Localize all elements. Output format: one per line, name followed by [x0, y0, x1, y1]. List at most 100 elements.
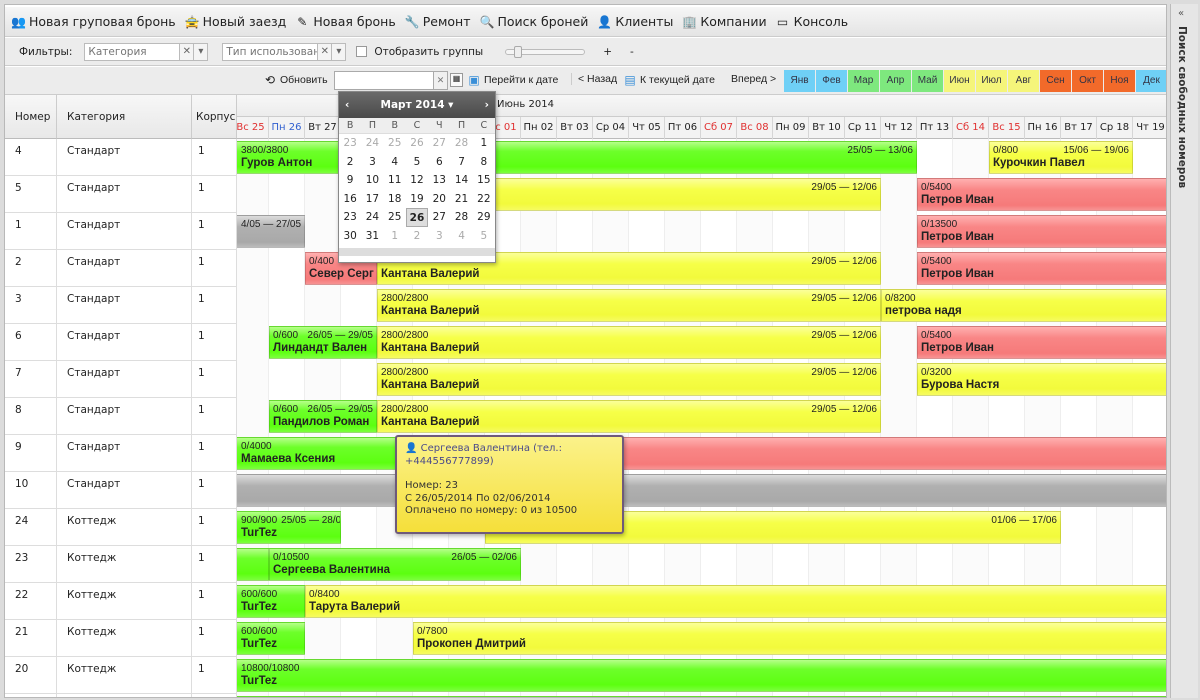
month-button-8[interactable]: Сен	[1040, 70, 1071, 92]
calendar-day[interactable]: 26	[410, 137, 424, 149]
calendar-day[interactable]: 2	[413, 229, 421, 242]
day-cell[interactable]	[1097, 694, 1133, 697]
clear-icon[interactable]: ✕	[180, 42, 195, 61]
category-input[interactable]	[84, 42, 181, 61]
day-cell[interactable]	[629, 694, 665, 697]
day-cell[interactable]	[593, 694, 629, 697]
day-cell[interactable]	[881, 398, 917, 435]
calendar-day[interactable]: 24	[365, 137, 380, 149]
calendar-day[interactable]: 7	[458, 155, 465, 168]
day-cell[interactable]	[881, 250, 917, 287]
day-cell[interactable]	[953, 139, 989, 176]
calendar-day[interactable]: 29	[477, 211, 491, 223]
room-row[interactable]: 24 Коттедж 1	[5, 509, 237, 546]
zoom-in-button[interactable]: +	[603, 45, 613, 58]
goto-date-button[interactable]: ▣ Перейти к дате	[467, 73, 558, 87]
day-cell[interactable]	[269, 250, 305, 287]
day-cell[interactable]	[881, 361, 917, 398]
day-cell[interactable]	[953, 546, 989, 583]
calendar-day[interactable]: 5	[413, 155, 421, 168]
clear-icon[interactable]: ✕	[318, 42, 333, 61]
room-row[interactable]: 20 Коттедж 1	[5, 657, 237, 694]
calendar-day[interactable]: 26	[405, 208, 429, 227]
day-cell[interactable]	[305, 287, 341, 324]
day-cell[interactable]	[1061, 398, 1097, 435]
day-cell[interactable]	[1133, 546, 1166, 583]
day-cell[interactable]	[773, 546, 809, 583]
calendar-day[interactable]: 3	[435, 229, 443, 242]
day-cell[interactable]	[1025, 694, 1061, 697]
calendar-day[interactable]: 8	[480, 155, 488, 168]
usage-type-input[interactable]	[222, 42, 319, 61]
day-cell[interactable]	[953, 694, 989, 697]
day-cell[interactable]	[665, 213, 701, 250]
month-button-3[interactable]: Апр	[880, 70, 911, 92]
day-cell[interactable]	[269, 694, 305, 697]
room-row[interactable]: 8 Стандарт 1	[5, 398, 237, 435]
booking-bar[interactable]: 600/600 TurTez	[237, 585, 305, 618]
calendar-day[interactable]: 28	[454, 137, 469, 149]
month-button-2[interactable]: Мар	[848, 70, 879, 92]
day-cell[interactable]	[341, 620, 377, 657]
clear-icon[interactable]: ✕	[434, 71, 448, 90]
menu-item-3[interactable]: 🔧 Ремонт	[405, 14, 471, 29]
day-cell[interactable]	[593, 546, 629, 583]
room-row[interactable]: 2 Стандарт 1	[5, 250, 237, 287]
room-row[interactable]: 1 Стандарт 1	[5, 213, 237, 250]
calendar-day[interactable]: 17	[365, 192, 380, 205]
booking-bar[interactable]: 0/8400 Тарута Валерий	[305, 585, 1166, 618]
day-cell[interactable]	[413, 694, 449, 697]
booking-bar[interactable]: 900/900 25/05 — 28/05 TurTez	[237, 511, 341, 544]
calendar-day[interactable]: 25	[388, 137, 402, 149]
room-row[interactable]: 7 Стандарт 1	[5, 361, 237, 398]
room-row[interactable]: 23 Коттедж 1	[5, 546, 237, 583]
calendar-day[interactable]: 22	[477, 192, 491, 205]
month-button-6[interactable]: Июл	[976, 70, 1007, 92]
day-cell[interactable]	[845, 546, 881, 583]
day-cell[interactable]	[521, 546, 557, 583]
booking-bar[interactable]: 0/5400 Петров Иван	[917, 252, 1166, 285]
day-cell[interactable]	[1025, 546, 1061, 583]
calendar-day[interactable]: 27	[432, 137, 446, 149]
day-cell[interactable]	[1061, 694, 1097, 697]
day-cell[interactable]	[557, 694, 593, 697]
day-cell[interactable]	[701, 694, 737, 697]
menu-item-4[interactable]: 🔍 Поиск броней	[479, 14, 588, 29]
room-row[interactable]: 4 Стандарт 1	[5, 139, 237, 176]
booking-bar[interactable]: 0/8200 петрова надя	[881, 289, 1166, 322]
day-cell[interactable]	[665, 546, 701, 583]
day-cell[interactable]	[953, 398, 989, 435]
booking-bar[interactable]: 2800/2800 29/05 — 12/06 Кантана Валерий	[377, 400, 881, 433]
calendar-day[interactable]: 19	[410, 192, 424, 205]
day-cell[interactable]	[305, 361, 341, 398]
booking-bar[interactable]: 0/800 15/06 — 19/06 Курочкин Павел	[989, 141, 1133, 174]
booking-bar[interactable]: 10800/10800	[237, 696, 1166, 697]
calendar-day[interactable]: 11	[388, 174, 402, 186]
booking-bar[interactable]: 2800/2800 29/05 — 12/06 Кантана Валерий	[377, 363, 881, 396]
calendar-day[interactable]: 24	[365, 211, 380, 223]
calendar-day[interactable]: 23	[343, 137, 357, 149]
free-rooms-search-panel[interactable]: « Поиск свободных номеров	[1170, 4, 1198, 698]
day-cell[interactable]	[881, 176, 917, 213]
slider-handle[interactable]	[514, 45, 523, 58]
day-cell[interactable]	[1061, 546, 1097, 583]
calendar-day[interactable]: 5	[480, 229, 488, 242]
menu-item-7[interactable]: ▭ Консоль	[776, 14, 848, 29]
month-button-5[interactable]: Июн	[944, 70, 975, 92]
day-cell[interactable]	[237, 694, 269, 697]
day-cell[interactable]	[485, 694, 521, 697]
booking-bar[interactable]: 2800/2800 29/05 — 12/06 Кантана Валерий	[377, 326, 881, 359]
day-cell[interactable]	[989, 398, 1025, 435]
calendar-icon[interactable]: ▦	[450, 73, 463, 87]
room-row[interactable]: 6 Стандарт 1	[5, 324, 237, 361]
day-cell[interactable]	[1133, 694, 1166, 697]
day-cell[interactable]	[989, 546, 1025, 583]
day-cell[interactable]	[237, 361, 269, 398]
category-filter[interactable]: ✕▾	[84, 42, 209, 61]
day-cell[interactable]	[305, 620, 341, 657]
day-cell[interactable]	[341, 361, 377, 398]
date-input[interactable]	[334, 71, 434, 90]
day-cell[interactable]	[557, 213, 593, 250]
day-cell[interactable]	[269, 287, 305, 324]
day-cell[interactable]	[701, 546, 737, 583]
